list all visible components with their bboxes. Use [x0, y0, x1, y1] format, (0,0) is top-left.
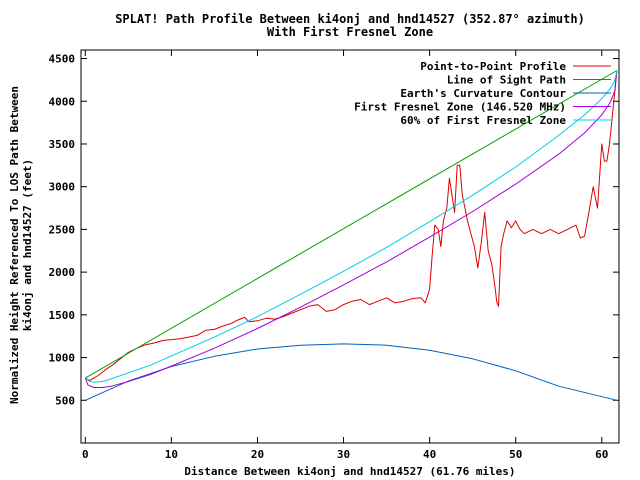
series-fresnel-zone-line [84, 70, 618, 388]
x-tick-label: 0 [82, 448, 89, 461]
series-earth-curvature-line [85, 343, 618, 401]
legend-label: First Fresnel Zone (146.520 MHz) [354, 101, 566, 114]
x-tick-label: 60 [595, 448, 608, 461]
y-tick-label: 4500 [49, 53, 76, 66]
y-tick-label: 2000 [49, 266, 76, 279]
series-profile-line [85, 70, 618, 382]
plot-frame [80, 49, 620, 444]
x-tick-label: 20 [251, 448, 264, 461]
x-tick-label: 50 [509, 448, 522, 461]
legend-label: Line of Sight Path [447, 74, 566, 87]
y-axis-label-line-2: ki4onj and hnd14527 (feet) [21, 159, 34, 331]
series-layer [84, 70, 618, 401]
y-tick-label: 3500 [49, 138, 76, 151]
x-tick-label: 30 [337, 448, 350, 461]
x-tick-label: 10 [165, 448, 178, 461]
legend-label: Point-to-Point Profile [420, 60, 566, 73]
series-line-of-sight [85, 70, 618, 379]
y-tick-label: 3000 [49, 181, 76, 194]
y-axis: 500 1000 1500 2000 2500 3000 3500 4000 4500 [49, 53, 619, 407]
legend-label: Earth's Curvature Contour [400, 87, 566, 100]
x-axis: 0 10 20 30 40 50 60 [82, 50, 608, 461]
chart-title: SPLAT! Path Profile Between ki4onj and h… [115, 12, 585, 26]
y-tick-label: 1500 [49, 309, 76, 322]
x-tick-label: 40 [423, 448, 436, 461]
y-tick-label: 1000 [49, 352, 76, 365]
y-tick-label: 2500 [49, 223, 76, 236]
legend-label: 60% of First Fresnel Zone [400, 114, 566, 127]
x-axis-label: Distance Between ki4onj and hnd14527 (61… [184, 465, 515, 478]
chart-subtitle: With First Fresnel Zone [267, 25, 433, 39]
y-axis-label-line-1: Normalized Height Referenced To LOS Path… [8, 86, 21, 404]
y-tick-label: 500 [55, 394, 75, 407]
y-tick-label: 4000 [49, 95, 76, 108]
